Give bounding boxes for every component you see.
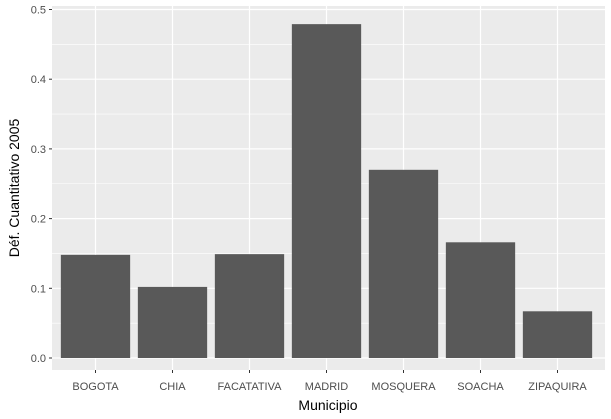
x-tick-label: MADRID	[305, 381, 348, 393]
bar-chia	[137, 286, 208, 358]
y-tick-label: 0.5	[31, 5, 46, 17]
y-tick-label: 0.2	[31, 214, 46, 226]
bar-zipaquira	[522, 311, 593, 358]
bar-soacha	[445, 242, 516, 358]
x-tick-label: MOSQUERA	[371, 381, 436, 393]
y-tick-label: 0.1	[31, 283, 46, 295]
bar-madrid	[291, 24, 362, 359]
y-tick-label: 0.0	[31, 353, 46, 365]
x-tick-label: ZIPAQUIRA	[528, 381, 587, 393]
bar-facatativa	[214, 254, 285, 358]
x-tick-label: BOGOTA	[72, 381, 119, 393]
x-tick-label: CHIA	[159, 381, 186, 393]
x-tick-label: FACATATIVA	[218, 381, 283, 393]
y-tick-label: 0.4	[31, 74, 46, 86]
bar-bogota	[60, 254, 131, 358]
y-tick-label: 0.3	[31, 144, 46, 156]
y-axis-ticks: 0.0 0.1 0.2 0.3 0.4 0.5	[31, 5, 52, 365]
x-axis-title: Municipio	[298, 397, 357, 413]
bars	[60, 24, 593, 359]
y-axis-title: Déf. Cuantitativo 2005	[6, 119, 22, 258]
bar-mosquera	[368, 169, 439, 358]
x-axis-ticks: BOGOTA CHIA FACATATIVA MADRID MOSQUERA SOACHA…	[72, 370, 587, 393]
x-tick-label: SOACHA	[457, 381, 504, 393]
